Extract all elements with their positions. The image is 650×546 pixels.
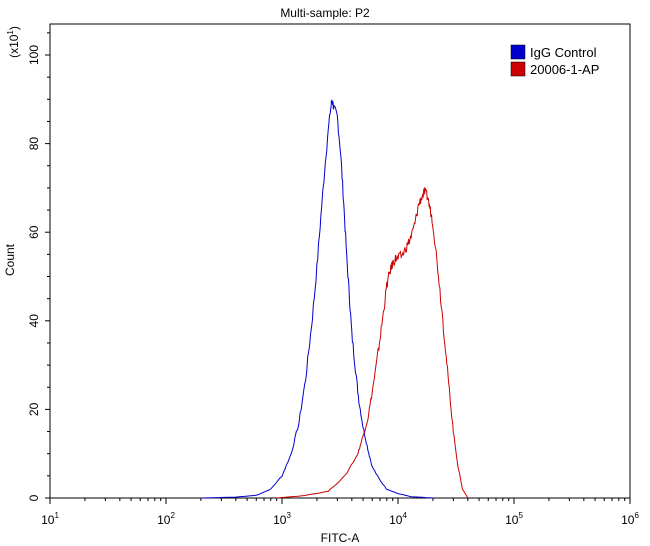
y-tick-label: 0 [27, 494, 41, 501]
x-tick-label: 105 [505, 511, 523, 527]
legend-swatch [510, 44, 526, 60]
y-tick-label: 80 [27, 137, 41, 151]
legend-label: 20006-1-AP [530, 62, 599, 77]
y-tick-label: 40 [27, 314, 41, 328]
legend-swatch [510, 61, 526, 77]
x-tick-label: 101 [41, 511, 59, 527]
y-tick-label: 100 [27, 45, 41, 65]
x-axis-label: FITC-A [321, 531, 360, 545]
legend: IgG Control 20006-1-AP [510, 44, 599, 77]
x-tick-label: 106 [621, 511, 639, 527]
series-line-1 [200, 99, 433, 499]
x-tick-label: 102 [157, 511, 175, 527]
axes: 0 20 40 60 80 100 101 102 103 104 105 106 [27, 23, 639, 527]
y-axis-label: Count [3, 243, 17, 276]
y-tick-label: 20 [27, 402, 41, 416]
plot-frame [49, 23, 631, 499]
x-tick-label: 103 [273, 511, 291, 527]
y-tick-label: 60 [27, 225, 41, 239]
y-axis-multiplier: (x101) [6, 26, 21, 58]
chart-title: Multi-sample: P2 [280, 6, 370, 20]
series-line-2 [276, 186, 469, 499]
x-tick-label: 104 [389, 511, 407, 527]
series-lines [200, 99, 469, 499]
legend-label: IgG Control [530, 45, 597, 60]
